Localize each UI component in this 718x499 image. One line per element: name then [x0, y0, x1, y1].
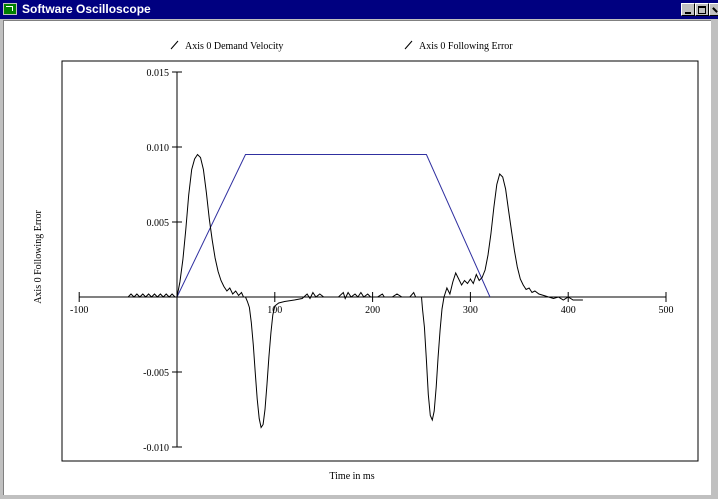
x-tick-label: 500	[659, 305, 674, 316]
x-tick-label: -100	[70, 305, 88, 316]
y-axis-title: Axis 0 Following Error	[33, 210, 44, 304]
close-icon[interactable]	[709, 3, 718, 16]
title-bar[interactable]: Software Oscilloscope	[0, 0, 718, 19]
plot-area	[61, 60, 699, 462]
legend-swatch-following-error	[404, 40, 413, 50]
series-layer	[127, 153, 583, 429]
legend-swatch-demand-velocity	[170, 40, 179, 50]
axes: -100 100 200 300 400 500 0.015 0.010 0.005 -0.005…	[70, 68, 673, 454]
series-line-following-error	[127, 153, 583, 429]
x-tick-label: 100	[267, 305, 282, 316]
y-tick-label: -0.010	[143, 443, 169, 454]
y-tick-label: 0.015	[147, 68, 170, 79]
oscilloscope-app-icon[interactable]	[3, 3, 17, 15]
y-tick-label: -0.005	[143, 368, 169, 379]
oscilloscope-chart: Axis 0 Demand Velocity Axis 0 Following …	[33, 40, 699, 482]
x-tick-label: 400	[561, 305, 576, 316]
minimize-icon[interactable]	[681, 3, 695, 16]
legend: Axis 0 Demand Velocity Axis 0 Following …	[170, 40, 513, 52]
y-tick-label: 0.010	[147, 143, 170, 154]
x-tick-label: 200	[365, 305, 380, 316]
x-tick-label: 300	[463, 305, 478, 316]
maximize-icon[interactable]	[695, 3, 709, 16]
legend-label-following-error: Axis 0 Following Error	[419, 41, 513, 52]
x-axis-title: Time in ms	[329, 471, 374, 482]
legend-label-demand-velocity: Axis 0 Demand Velocity	[185, 41, 283, 52]
scope-display: Axis 0 Demand Velocity Axis 0 Following …	[3, 20, 711, 495]
y-tick-label: 0.005	[147, 218, 170, 229]
series-line-demand-velocity	[176, 154, 491, 298]
window-title: Software Oscilloscope	[22, 2, 151, 16]
